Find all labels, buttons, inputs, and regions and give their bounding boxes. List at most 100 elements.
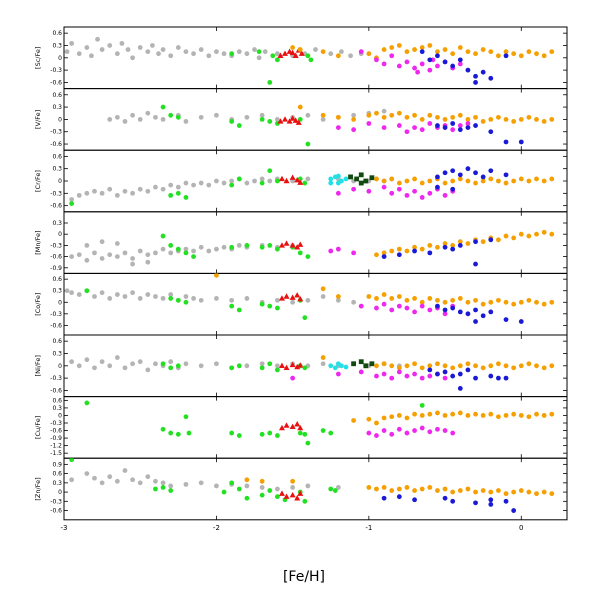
data-point-magenta — [396, 303, 402, 309]
data-point-magenta — [412, 371, 417, 377]
data-point-orange — [396, 43, 402, 48]
data-points — [69, 355, 555, 391]
data-points — [64, 273, 555, 324]
data-point-blue — [457, 371, 463, 377]
data-point-green — [175, 297, 181, 303]
data-point-darkgreen — [369, 175, 375, 181]
data-point-orange — [396, 365, 402, 371]
data-point-gray — [130, 256, 135, 261]
data-point-orange — [404, 114, 410, 120]
data-point-magenta — [381, 184, 387, 190]
data-point-orange — [381, 178, 387, 184]
data-point-magenta — [396, 123, 402, 128]
data-point-green — [274, 57, 280, 63]
data-point-orange — [450, 365, 456, 371]
data-point-blue — [457, 172, 463, 178]
data-point-gray — [262, 49, 268, 55]
data-point-green — [69, 201, 75, 206]
data-point-orange — [465, 178, 471, 184]
data-point-gray — [160, 480, 166, 486]
data-point-green — [256, 49, 262, 55]
data-point-orange — [549, 117, 555, 122]
data-point-red — [297, 241, 304, 247]
data-point-green — [302, 431, 308, 437]
data-point-gray — [214, 112, 219, 118]
data-point-orange — [526, 178, 532, 184]
data-point-green — [183, 299, 189, 305]
data-point-orange — [396, 110, 402, 116]
data-point-red — [282, 116, 289, 122]
data-point-darkgreen — [351, 361, 357, 367]
data-point-orange — [374, 176, 379, 182]
data-point-gray — [153, 294, 158, 299]
data-point-blue — [450, 498, 456, 504]
data-point-orange — [511, 119, 517, 124]
data-point-blue — [465, 67, 471, 73]
data-point-orange — [518, 363, 524, 369]
y-tick-label: 0.9 — [52, 461, 62, 468]
data-point-orange — [381, 361, 387, 367]
data-point-blue — [435, 123, 440, 128]
data-point-green — [259, 180, 265, 186]
data-point-green — [229, 244, 235, 250]
data-point-gray — [339, 49, 344, 55]
data-point-green — [267, 303, 273, 309]
data-point-blue — [442, 170, 448, 176]
data-point-green — [274, 305, 280, 311]
data-point-gray — [335, 485, 341, 490]
data-point-orange — [442, 413, 448, 418]
data-point-gray — [305, 176, 311, 182]
data-point-magenta — [419, 195, 425, 200]
data-point-red — [295, 119, 302, 125]
data-point-gray — [305, 297, 311, 303]
data-point-orange — [396, 180, 402, 186]
data-point-magenta — [404, 59, 410, 65]
y-tick-label: -0.6 — [50, 387, 62, 394]
data-point-red — [294, 495, 301, 501]
data-point-gray — [99, 290, 105, 296]
data-point-magenta — [381, 301, 387, 307]
data-point-gray — [130, 190, 135, 196]
data-point-green — [160, 104, 166, 110]
data-point-blue — [480, 174, 486, 180]
data-point-green — [274, 367, 280, 373]
data-point-gray — [130, 290, 135, 296]
data-point-gray — [191, 182, 196, 188]
data-point-gray — [290, 485, 296, 490]
data-point-magenta — [351, 250, 357, 256]
data-point-orange — [427, 43, 433, 48]
data-point-magenta — [442, 311, 448, 317]
data-point-green — [229, 182, 235, 188]
data-point-gray — [145, 49, 151, 55]
data-point-orange — [465, 413, 471, 418]
data-point-orange — [381, 47, 387, 52]
data-point-magenta — [396, 63, 402, 69]
data-point-red — [297, 424, 304, 431]
data-point-red — [283, 240, 290, 246]
data-point-gray — [168, 53, 174, 59]
data-point-orange — [320, 286, 326, 292]
y-tick-label: 0.3 — [52, 480, 62, 487]
data-point-green — [302, 498, 308, 504]
data-point-orange — [404, 297, 410, 303]
data-point-magenta — [290, 375, 296, 381]
data-point-orange — [457, 239, 463, 245]
data-point-green — [302, 315, 308, 321]
data-point-gray — [244, 180, 250, 186]
data-point-red — [289, 174, 296, 180]
data-point-red — [282, 50, 289, 56]
data-point-red — [283, 177, 290, 184]
data-point-blue — [488, 373, 494, 379]
data-point-green — [175, 114, 181, 120]
data-point-blue — [503, 375, 509, 381]
data-point-gray — [145, 252, 151, 258]
panel-1: -0.6 -0.3 0 0.3 0.6 [V/Fe] — [34, 88, 568, 151]
y-tick-label: -0.6 — [50, 322, 62, 329]
data-point-gray — [69, 477, 75, 483]
y-tick-label: 0.3 — [52, 104, 62, 111]
data-point-gray — [198, 244, 204, 250]
data-point-orange — [526, 49, 532, 55]
data-point-green — [274, 178, 280, 184]
data-point-gray — [145, 188, 151, 194]
y-tick-label: -0.6 — [50, 203, 62, 210]
